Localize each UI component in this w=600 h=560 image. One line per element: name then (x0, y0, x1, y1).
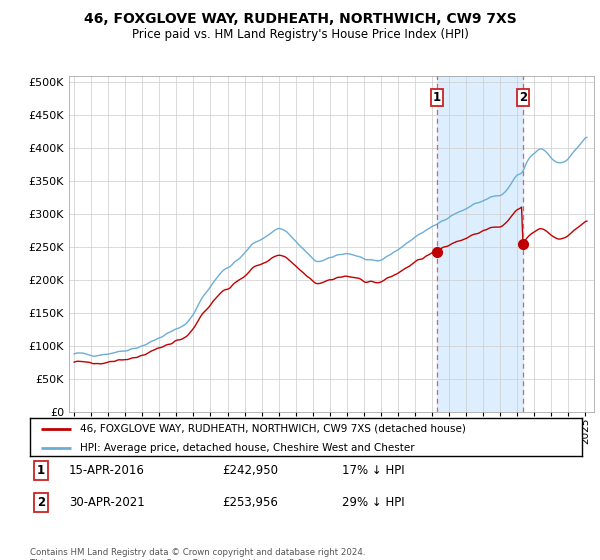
Text: 29% ↓ HPI: 29% ↓ HPI (342, 496, 404, 510)
Text: Contains HM Land Registry data © Crown copyright and database right 2024.
This d: Contains HM Land Registry data © Crown c… (30, 548, 365, 560)
Text: 46, FOXGLOVE WAY, RUDHEATH, NORTHWICH, CW9 7XS (detached house): 46, FOXGLOVE WAY, RUDHEATH, NORTHWICH, C… (80, 424, 466, 434)
Text: 2: 2 (519, 91, 527, 104)
Text: Price paid vs. HM Land Registry's House Price Index (HPI): Price paid vs. HM Land Registry's House … (131, 28, 469, 41)
Text: 46, FOXGLOVE WAY, RUDHEATH, NORTHWICH, CW9 7XS: 46, FOXGLOVE WAY, RUDHEATH, NORTHWICH, C… (83, 12, 517, 26)
Text: 17% ↓ HPI: 17% ↓ HPI (342, 464, 404, 477)
Bar (437, 76, 523, 412)
Text: £253,956: £253,956 (222, 496, 278, 510)
Text: 30-APR-2021: 30-APR-2021 (69, 496, 145, 510)
Text: £242,950: £242,950 (222, 464, 278, 477)
Text: 2: 2 (37, 496, 45, 510)
Text: 15-APR-2016: 15-APR-2016 (69, 464, 145, 477)
Text: 1: 1 (37, 464, 45, 477)
Text: HPI: Average price, detached house, Cheshire West and Chester: HPI: Average price, detached house, Ches… (80, 443, 415, 453)
Text: 1: 1 (433, 91, 441, 104)
